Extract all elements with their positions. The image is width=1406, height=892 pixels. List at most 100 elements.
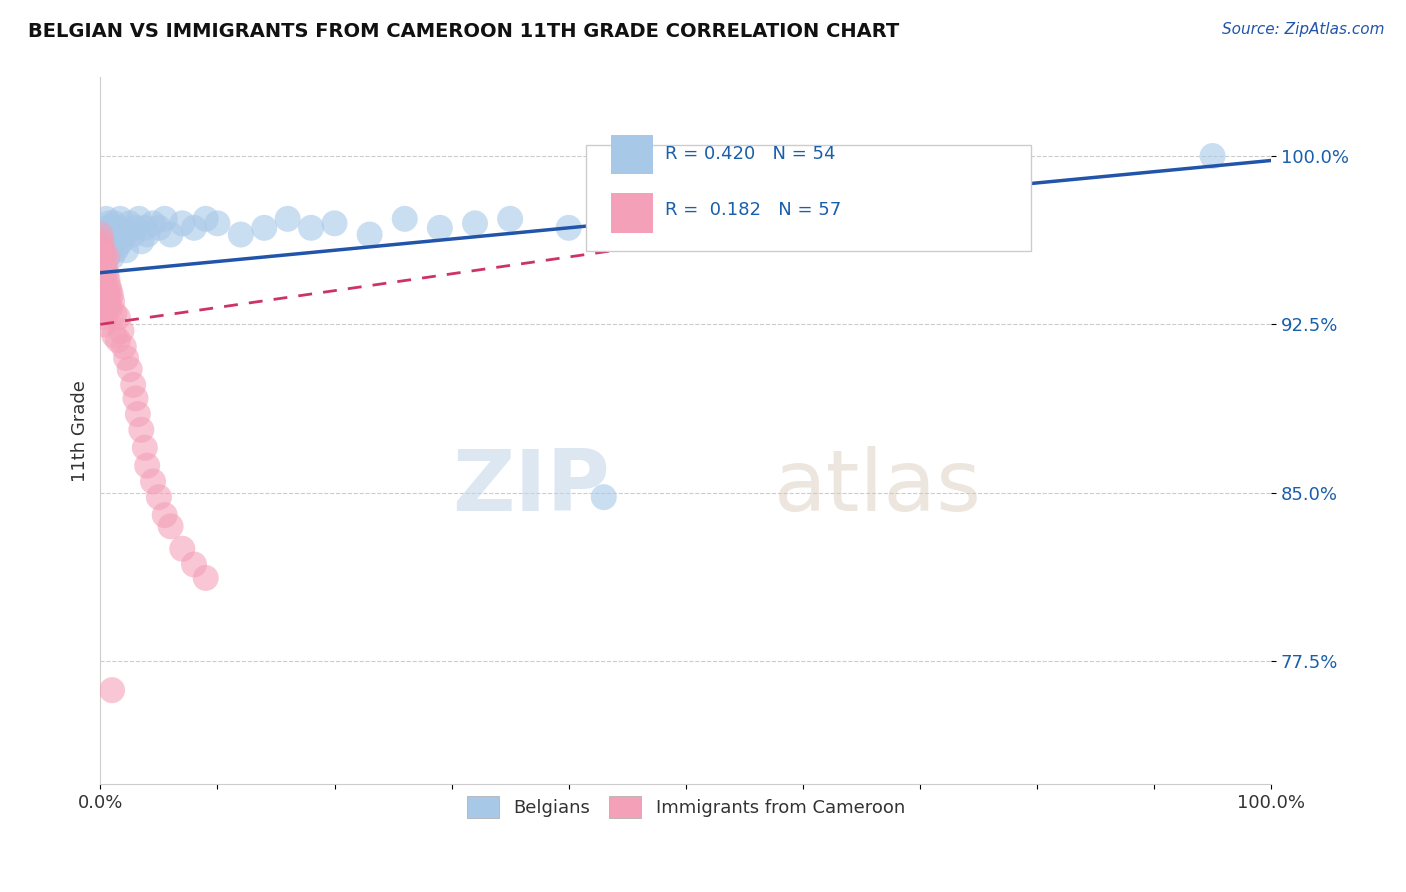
Point	[90, 257, 112, 271]
Point	[142, 216, 165, 230]
Point	[103, 328, 125, 343]
Point	[394, 211, 416, 226]
Point	[148, 490, 170, 504]
Text: R = 0.420   N = 54: R = 0.420 N = 54	[665, 145, 835, 163]
Point	[101, 220, 124, 235]
Point	[93, 318, 115, 332]
Point	[103, 216, 125, 230]
Point	[115, 244, 138, 258]
Point	[110, 211, 132, 226]
Point	[91, 261, 114, 276]
Point	[110, 324, 132, 338]
Point	[229, 227, 252, 242]
Point	[136, 227, 159, 242]
Point	[101, 250, 124, 264]
Point	[194, 571, 217, 585]
Point	[98, 244, 121, 258]
Point	[93, 284, 115, 298]
Point	[172, 541, 194, 556]
Point	[96, 301, 118, 316]
Point	[98, 284, 121, 298]
Point	[94, 279, 117, 293]
Point	[96, 288, 118, 302]
Point	[108, 220, 131, 235]
Point	[134, 441, 156, 455]
Point	[131, 423, 153, 437]
Text: atlas: atlas	[773, 446, 981, 529]
Point	[183, 558, 205, 572]
Point	[94, 310, 117, 325]
Point	[90, 244, 112, 258]
Point	[194, 211, 217, 226]
Point	[134, 220, 156, 235]
Point	[131, 234, 153, 248]
Point	[464, 216, 486, 230]
Point	[93, 301, 115, 316]
Point	[97, 294, 120, 309]
Point	[91, 244, 114, 258]
Point	[101, 683, 124, 698]
Point	[277, 211, 299, 226]
Point	[96, 211, 118, 226]
Point	[128, 211, 150, 226]
Point	[100, 288, 122, 302]
Point	[124, 392, 146, 406]
Point	[89, 250, 111, 264]
Point	[122, 378, 145, 392]
Point	[499, 211, 522, 226]
Point	[96, 220, 118, 235]
Point	[91, 294, 114, 309]
Point	[153, 508, 176, 522]
Point	[101, 294, 124, 309]
Point	[359, 227, 381, 242]
Point	[159, 519, 181, 533]
Point	[207, 216, 229, 230]
Point	[104, 244, 127, 258]
Point	[97, 234, 120, 248]
Point	[118, 216, 141, 230]
Point	[908, 211, 931, 226]
Point	[592, 490, 614, 504]
Point	[103, 232, 125, 246]
Point	[93, 227, 115, 242]
Point	[90, 234, 112, 248]
Point	[122, 227, 145, 242]
Point	[89, 227, 111, 242]
Point	[97, 279, 120, 293]
Point	[153, 211, 176, 226]
Point	[299, 220, 322, 235]
Point	[136, 458, 159, 473]
Point	[172, 216, 194, 230]
Point	[148, 220, 170, 235]
Point	[103, 306, 125, 320]
Point	[159, 227, 181, 242]
Point	[557, 220, 579, 235]
Point	[96, 232, 118, 246]
Text: R =  0.182   N = 57: R = 0.182 N = 57	[665, 202, 841, 219]
Point	[100, 239, 122, 253]
Point	[323, 216, 346, 230]
Text: BELGIAN VS IMMIGRANTS FROM CAMEROON 11TH GRADE CORRELATION CHART: BELGIAN VS IMMIGRANTS FROM CAMEROON 11TH…	[28, 22, 900, 41]
Point	[93, 250, 115, 264]
Point	[107, 310, 129, 325]
Point	[96, 250, 118, 264]
Text: Source: ZipAtlas.com: Source: ZipAtlas.com	[1222, 22, 1385, 37]
Point	[1201, 149, 1223, 163]
FancyBboxPatch shape	[586, 145, 1031, 251]
Point	[94, 261, 117, 276]
Point	[96, 250, 118, 264]
Y-axis label: 11th Grade: 11th Grade	[72, 380, 89, 482]
Point	[107, 239, 129, 253]
Point	[118, 362, 141, 376]
Point	[89, 239, 111, 253]
Point	[112, 340, 135, 354]
Point	[96, 822, 118, 837]
Point	[115, 351, 138, 365]
Point	[90, 284, 112, 298]
Point	[142, 475, 165, 489]
Point	[107, 333, 129, 347]
Point	[98, 227, 121, 242]
Point	[96, 266, 118, 280]
FancyBboxPatch shape	[610, 135, 652, 174]
Point	[124, 220, 146, 235]
